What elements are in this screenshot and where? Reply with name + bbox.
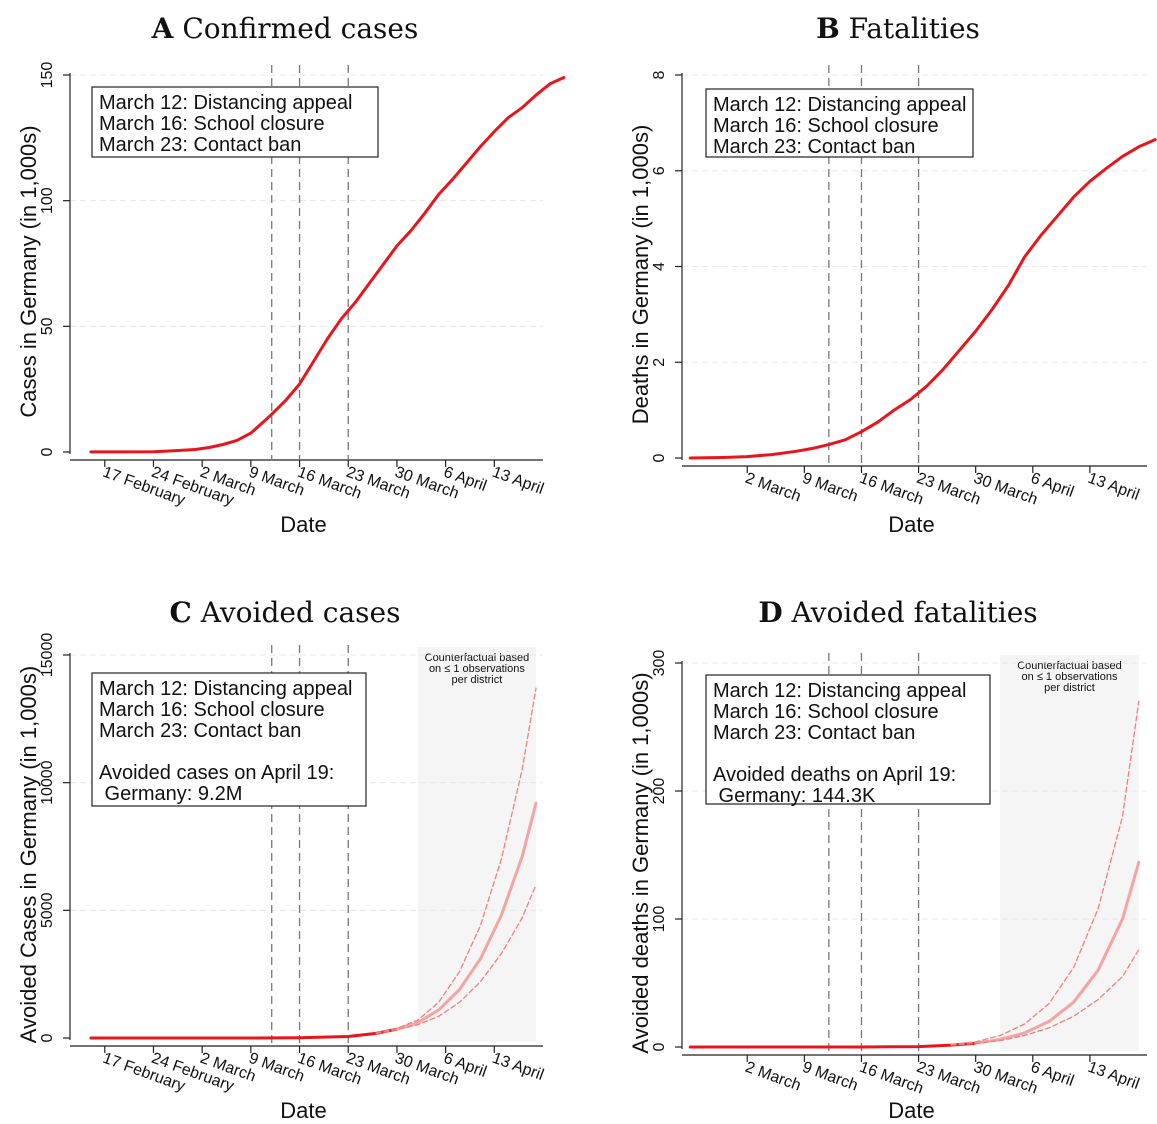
annotation-line: March 16: School closure <box>713 115 939 137</box>
series-line <box>688 1041 978 1049</box>
y-tick-label: 5000 <box>39 892 56 928</box>
chart-title: C Avoided cases <box>170 596 401 629</box>
counterfactual-region <box>417 647 537 1042</box>
y-tick-label: 0 <box>651 453 668 462</box>
annotation-line: Avoided cases on April 19: <box>99 762 334 784</box>
x-tick-label: 16 March <box>857 470 925 509</box>
x-tick-label: 9 March <box>246 464 306 500</box>
y-tick-label: 200 <box>651 778 668 805</box>
y-tick-label: 2 <box>651 358 668 367</box>
annotation-line: March 12: Distancing appeal <box>713 680 966 702</box>
counterfactual-region <box>1000 655 1139 1051</box>
x-axis-label: Date <box>280 1098 326 1123</box>
annotation-line: March 23: Contact ban <box>713 722 915 744</box>
x-tick-label: 23 March <box>914 470 982 509</box>
panel-title: Avoided fatalities <box>791 596 1038 629</box>
y-axis-label: Deaths in Germany (in 1,000s) <box>628 125 653 425</box>
annotation-line: March 12: Distancing appeal <box>99 92 352 114</box>
annotation-box <box>91 86 379 158</box>
series-line <box>89 1027 399 1040</box>
x-tick-label: 30 March <box>971 470 1039 509</box>
panel-letter: C <box>170 596 192 629</box>
annotation-line: March 16: School closure <box>99 113 325 135</box>
y-tick-label: 6 <box>651 166 668 175</box>
confidence-bound-line <box>950 949 1140 1046</box>
panel-letter: B <box>816 12 840 45</box>
x-tick-label: 23 March <box>914 1059 982 1098</box>
counterfactual-label: on ≤ 1 observations <box>429 663 525 675</box>
series-line <box>395 801 538 1031</box>
annotation-line: March 16: School closure <box>99 699 325 721</box>
counterfactual-label: per district <box>452 674 503 686</box>
x-tick-label: 9 March <box>246 1050 306 1086</box>
annotation-line: Avoided deaths on April 19: <box>713 764 956 786</box>
y-tick-label: 0 <box>651 1042 668 1051</box>
panel-title: Avoided cases <box>200 596 401 629</box>
annotation-line: March 23: Contact ban <box>713 136 915 158</box>
annotation-line: March 23: Contact ban <box>99 134 301 156</box>
series-line <box>688 138 1157 460</box>
panel-letter: A <box>151 12 175 45</box>
annotation-line: Germany: 9.2M <box>99 783 242 805</box>
y-tick-label: 150 <box>39 62 56 89</box>
confidence-bound-line <box>375 884 537 1035</box>
x-axis-label: Date <box>888 512 934 537</box>
annotation-line: March 23: Contact ban <box>99 720 301 742</box>
y-tick-label: 15000 <box>39 633 56 678</box>
series-line <box>89 76 566 454</box>
y-tick-label: 100 <box>651 906 668 933</box>
confidence-bound-line <box>375 687 537 1034</box>
x-tick-label: 30 March <box>971 1059 1039 1098</box>
panel-title: Fatalities <box>849 12 980 45</box>
y-tick-label: 100 <box>39 187 56 214</box>
x-tick-label: 16 March <box>857 1059 925 1098</box>
y-tick-label: 8 <box>651 70 668 79</box>
x-axis-label: Date <box>280 512 326 537</box>
y-axis-label: Avoided Cases in Germany (in 1,000s) <box>16 666 41 1043</box>
chart-title: A Confirmed cases <box>151 12 419 45</box>
confidence-bound-line <box>950 700 1140 1046</box>
x-tick-label: 13 April <box>490 464 546 498</box>
annotation-line: March 16: School closure <box>713 701 939 723</box>
x-tick-label: 13 April <box>1086 1059 1142 1093</box>
y-tick-label: 4 <box>651 262 668 271</box>
annotation-line: March 12: Distancing appeal <box>99 678 352 700</box>
x-tick-label: 9 March <box>800 470 860 506</box>
y-tick-label: 10000 <box>39 760 56 805</box>
annotation-box <box>91 672 367 807</box>
annotation-line: Germany: 144.3K <box>713 785 876 807</box>
chart-title: B Fatalities <box>816 12 980 45</box>
y-tick-label: 300 <box>651 650 668 677</box>
chart-title: D Avoided fatalities <box>758 596 1037 629</box>
x-tick-label: 13 April <box>1086 470 1142 504</box>
series-line <box>974 860 1141 1045</box>
y-tick-label: 0 <box>39 447 56 456</box>
x-axis-label: Date <box>888 1098 934 1123</box>
y-axis-label: Cases in Germany (in 1,000s) <box>16 125 41 417</box>
y-axis-label: Avoided deaths in Germany (in 1,000s) <box>628 672 653 1053</box>
counterfactual-label: per district <box>1044 682 1095 694</box>
annotation-box <box>705 88 974 158</box>
annotation-box <box>705 674 991 805</box>
annotation-line: March 12: Distancing appeal <box>713 94 966 116</box>
y-tick-label: 0 <box>39 1033 56 1042</box>
counterfactual-label: on ≤ 1 observations <box>1022 671 1118 683</box>
panel-title: Confirmed cases <box>182 12 418 45</box>
x-tick-label: 2 March <box>743 1059 803 1095</box>
x-tick-label: 13 April <box>490 1050 546 1084</box>
x-tick-label: 9 March <box>800 1059 860 1095</box>
x-tick-label: 2 March <box>743 470 803 506</box>
y-tick-label: 50 <box>39 317 56 335</box>
panel-letter: D <box>758 596 782 629</box>
